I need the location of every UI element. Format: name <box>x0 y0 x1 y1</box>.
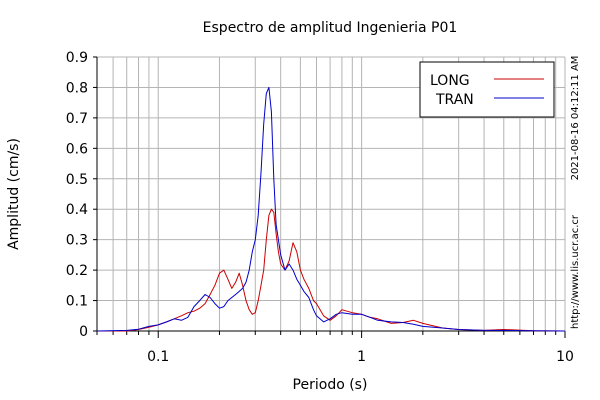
x-tick-label: 1 <box>357 349 366 365</box>
y-tick-label: 0.2 <box>66 263 88 279</box>
y-tick-label: 0.6 <box>66 141 88 157</box>
y-axis-label: Amplitud (cm/s) <box>6 138 22 250</box>
timestamp-text: 2021-08-16 04:12:11 AM <box>570 56 581 181</box>
series-line-tran <box>96 86 566 332</box>
y-tick-label: 0.1 <box>66 294 88 310</box>
y-tick-label: 0 <box>79 324 88 340</box>
chart-title: Espectro de amplitud Ingenieria P01 <box>203 20 458 36</box>
legend-label-long: LONG <box>430 73 470 89</box>
source-url-text: http://www.lis.ucr.ac.cr <box>570 214 581 329</box>
legend-box <box>419 61 555 118</box>
x-tick-label: 0.1 <box>147 349 169 365</box>
plot-grid <box>96 56 566 331</box>
plot-series <box>96 86 566 332</box>
y-tick-label: 0.5 <box>66 172 88 188</box>
y-tick-label: 0.8 <box>66 80 88 96</box>
y-tick-label: 0.9 <box>66 50 88 66</box>
legend: LONG TRAN <box>419 61 555 118</box>
series-line-long <box>97 208 566 332</box>
y-tick-label: 0.3 <box>66 233 88 249</box>
legend-label-tran: TRAN <box>435 92 474 108</box>
x-tick-label: 10 <box>556 349 574 365</box>
y-tick-label: 0.4 <box>66 202 88 218</box>
plot-axes <box>93 56 566 338</box>
x-axis-label: Periodo (s) <box>293 377 368 393</box>
y-tick-label: 0.7 <box>66 111 88 127</box>
tick-labels: 0 0.1 0.2 0.3 0.4 0.5 0.6 0.7 0.8 0.9 0.1 1 10 <box>66 50 574 365</box>
